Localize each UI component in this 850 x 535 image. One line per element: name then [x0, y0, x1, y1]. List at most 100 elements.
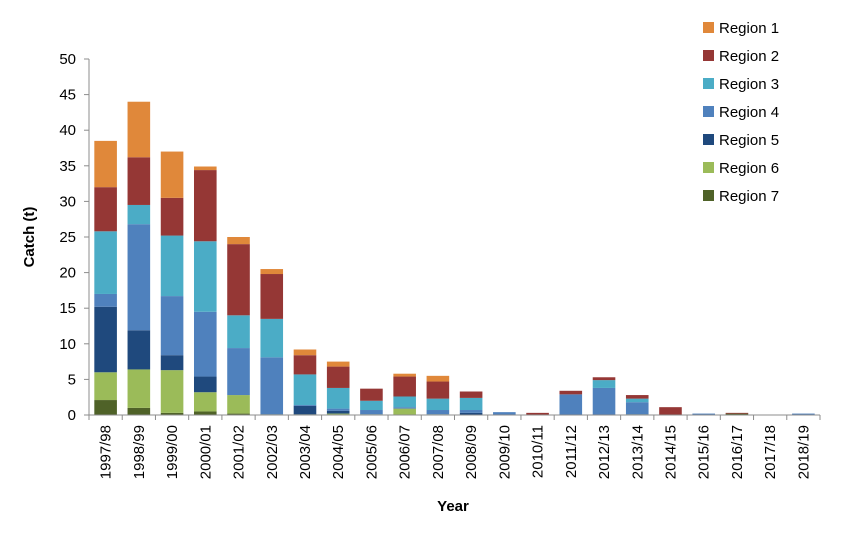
bar-segment-region-1-1997-98 [94, 140, 117, 188]
legend-label: Region 7 [719, 188, 779, 205]
y-axis-title: Catch (t) [21, 207, 38, 268]
legend-label: Region 4 [719, 104, 779, 121]
bar-segment-region-1-2004-05 [326, 361, 350, 367]
bar-segment-region-3-2005-06 [360, 400, 383, 411]
bar-segment-region-4-2012-13 [592, 387, 616, 415]
bar-segment-region-3-1997-98 [94, 231, 117, 294]
bar-segment-region-7-2001-02 [227, 413, 250, 415]
bar-segment-region-4-1998-99 [127, 224, 151, 331]
x-axis-title: Year [437, 498, 469, 515]
y-tick-label: 0 [68, 407, 76, 424]
bar-segment-region-2-1997-98 [94, 187, 117, 232]
bar-segment-region-7-1998-99 [127, 407, 151, 415]
bar-segment-region-1-1998-99 [127, 101, 151, 158]
bar-segment-region-6-1997-98 [94, 372, 117, 401]
bar-segment-region-1-2003-04 [293, 349, 317, 356]
bar-segment-region-2-2003-04 [293, 355, 317, 375]
bar-segment-region-1-2006-07 [393, 373, 416, 377]
legend-label: Region 3 [719, 76, 779, 93]
bar-segment-region-2-2006-07 [393, 376, 416, 397]
y-tick-label: 30 [59, 193, 76, 210]
bar-segment-region-4-2009-10 [493, 412, 516, 415]
y-tick-label: 35 [59, 158, 76, 175]
legend-swatch-region-4 [703, 106, 714, 117]
bar-segment-region-3-2008-09 [459, 397, 483, 411]
bar-segment-region-6-2000-01 [193, 392, 217, 412]
x-tick-label: 2008/09 [463, 425, 480, 479]
bar-segment-region-5-1999-00 [160, 355, 184, 371]
bar-segment-region-4-2018-19 [792, 413, 815, 415]
bar-segment-region-2-2002-03 [260, 274, 284, 319]
x-tick-label: 2013/14 [629, 425, 646, 479]
bar-segment-region-2-2012-13 [592, 377, 616, 381]
bar-segment-region-2-2000-01 [193, 170, 217, 242]
legend-label: Region 1 [719, 20, 779, 37]
bar-segment-region-2-1998-99 [127, 157, 151, 205]
bar-segment-region-2-2011-12 [559, 390, 583, 395]
x-tick-label: 2018/19 [795, 425, 812, 479]
bar-segment-region-4-2013-14 [625, 402, 649, 415]
legend-label: Region 5 [719, 132, 779, 149]
y-tick-label: 40 [59, 122, 76, 139]
x-tick-label: 2001/02 [231, 425, 248, 479]
x-tick-label: 1999/00 [164, 425, 181, 479]
legend-swatch-region-1 [703, 22, 714, 33]
bar-segment-region-2-2007-08 [426, 381, 450, 399]
x-tick-label: 2000/01 [197, 425, 214, 479]
bar-segment-region-3-1998-99 [127, 204, 151, 225]
bar-segment-region-5-2003-04 [293, 405, 317, 415]
bar-segment-region-4-2002-03 [260, 357, 284, 415]
bar-segment-region-1-2002-03 [260, 269, 284, 275]
bar-segment-region-7-2000-01 [193, 411, 217, 415]
bar-segment-region-4-2007-08 [426, 410, 450, 415]
bar-segment-region-4-1999-00 [160, 296, 184, 356]
bar-segment-region-2-2001-02 [227, 244, 250, 316]
bar-segment-region-3-2004-05 [326, 387, 350, 409]
y-axis: 0 5 10 15 20 25 30 35 40 45 50 [59, 51, 90, 424]
bar-segment-region-2-2004-05 [326, 366, 350, 388]
bar-segment-region-3-2013-14 [625, 398, 649, 403]
bar-segment-region-1-1999-00 [160, 151, 184, 198]
bar-segment-region-4-2000-01 [193, 311, 217, 377]
x-tick-label: 2004/05 [330, 425, 347, 479]
bar-segment-region-2-2005-06 [360, 388, 383, 401]
bar-segment-region-1-2001-02 [227, 237, 250, 245]
legend-label: Region 2 [719, 48, 779, 65]
x-tick-label: 1998/99 [131, 425, 148, 479]
x-tick-label: 2011/12 [563, 425, 580, 478]
x-tick-label: 1997/98 [98, 425, 115, 479]
bar-segment-region-3-2012-13 [592, 380, 616, 388]
bar-segment-region-6-2006-07 [393, 408, 416, 415]
bar-segment-region-4-2006-07 [393, 407, 416, 409]
y-tick-label: 50 [59, 51, 76, 68]
bar-segment-region-6-1999-00 [160, 370, 184, 413]
bar-segment-region-5-1997-98 [94, 306, 117, 373]
bars-group [94, 101, 815, 416]
x-tick-label: 2015/16 [696, 425, 713, 479]
bar-segment-region-4-2011-12 [559, 394, 583, 415]
x-tick-label: 2003/04 [297, 425, 314, 479]
bar-segment-region-4-2003-04 [293, 405, 317, 406]
bar-segment-region-1-2000-01 [193, 166, 217, 171]
bar-segment-region-3-2006-07 [393, 396, 416, 408]
bar-segment-region-2-1999-00 [160, 197, 184, 236]
bar-segment-region-5-1998-99 [127, 330, 151, 370]
bar-segment-region-2-2008-09 [459, 391, 483, 398]
bar-segment-region-3-2003-04 [293, 374, 317, 406]
x-axis: 1997/98 1998/99 1999/00 2000/01 2001/02 2002/… [88, 414, 821, 479]
y-tick-label: 25 [59, 229, 76, 246]
bar-segment-region-7-1999-00 [160, 412, 184, 415]
x-tick-label: 2009/10 [496, 425, 513, 479]
x-tick-label: 2010/11 [530, 425, 547, 478]
bar-segment-region-2-2016-17 [725, 412, 749, 414]
bar-segment-region-2-2010-11 [526, 412, 549, 415]
x-tick-label: 2012/13 [596, 425, 613, 479]
legend-swatch-region-5 [703, 134, 714, 145]
legend-swatch-region-6 [703, 162, 714, 173]
bar-segment-region-4-2004-05 [326, 408, 350, 411]
bar-segment-region-6-2004-05 [326, 413, 350, 415]
bar-segment-region-2-2014-15 [659, 407, 682, 415]
y-tick-label: 5 [68, 371, 76, 388]
bar-segment-region-7-2016-17 [725, 413, 749, 415]
